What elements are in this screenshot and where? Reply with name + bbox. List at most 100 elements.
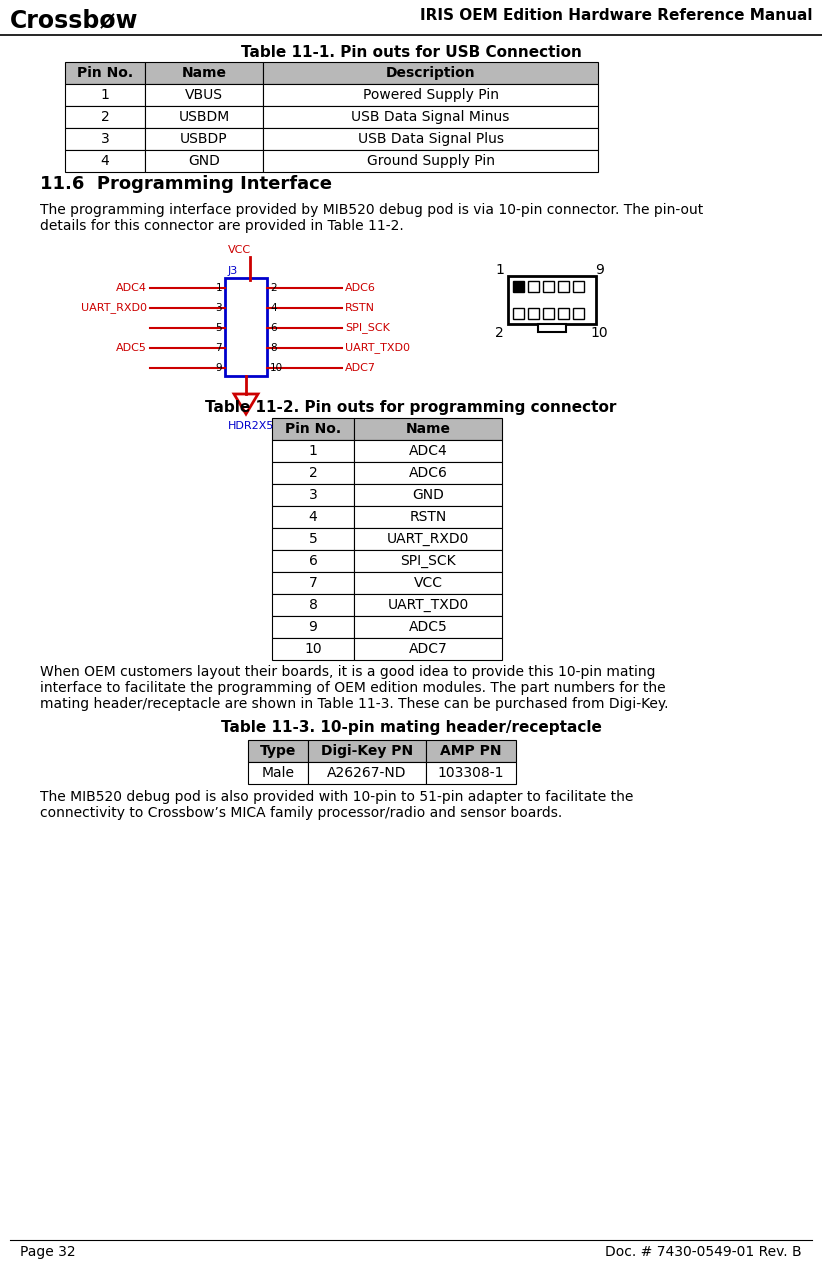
- Bar: [354, 462, 502, 484]
- Text: Name: Name: [182, 66, 227, 80]
- Text: IRIS OEM Edition Hardware Reference Manual: IRIS OEM Edition Hardware Reference Manu…: [419, 8, 812, 23]
- Text: ADC7: ADC7: [409, 642, 447, 656]
- Bar: [354, 527, 502, 550]
- Text: UART_RXD0: UART_RXD0: [387, 533, 469, 547]
- Bar: [272, 617, 354, 638]
- Text: USB Data Signal Plus: USB Data Signal Plus: [358, 132, 504, 147]
- Text: Name: Name: [405, 422, 450, 436]
- Text: 9: 9: [595, 262, 604, 276]
- Bar: [543, 308, 554, 318]
- Text: HDR2X5: HDR2X5: [228, 420, 275, 431]
- Text: Description: Description: [386, 66, 475, 80]
- Text: When OEM customers layout their boards, it is a good idea to provide this 10-pin: When OEM customers layout their boards, …: [40, 665, 655, 679]
- Text: 1: 1: [100, 88, 109, 102]
- Text: 3: 3: [308, 488, 317, 502]
- Bar: [543, 282, 554, 292]
- Bar: [354, 572, 502, 594]
- Text: 2: 2: [100, 110, 109, 124]
- Text: VCC: VCC: [228, 245, 252, 255]
- Bar: [145, 106, 263, 127]
- Bar: [354, 440, 502, 462]
- Text: J3: J3: [228, 266, 238, 276]
- Bar: [573, 308, 584, 318]
- Text: The MIB520 debug pod is also provided with 10-pin to 51-pin adapter to facilitat: The MIB520 debug pod is also provided wi…: [40, 790, 634, 804]
- Bar: [65, 84, 145, 106]
- Text: 3: 3: [100, 132, 109, 147]
- Text: 7: 7: [308, 576, 317, 590]
- Bar: [528, 282, 539, 292]
- Text: 4: 4: [100, 154, 109, 168]
- Text: SPI_SCK: SPI_SCK: [345, 322, 390, 334]
- Bar: [145, 84, 263, 106]
- Text: The programming interface provided by MIB520 debug pod is via 10-pin connector. : The programming interface provided by MI…: [40, 203, 704, 217]
- Bar: [573, 282, 584, 292]
- Bar: [65, 127, 145, 150]
- Text: interface to facilitate the programming of OEM edition modules. The part numbers: interface to facilitate the programming …: [40, 682, 666, 696]
- Text: 10: 10: [304, 642, 321, 656]
- Bar: [308, 740, 426, 762]
- Bar: [354, 594, 502, 617]
- Bar: [263, 84, 598, 106]
- Text: Type: Type: [260, 744, 296, 758]
- Bar: [263, 127, 598, 150]
- Bar: [65, 150, 145, 172]
- Bar: [272, 462, 354, 484]
- Bar: [248, 762, 308, 784]
- Bar: [354, 550, 502, 572]
- Text: Male: Male: [261, 766, 294, 780]
- Text: Digi-Key PN: Digi-Key PN: [321, 744, 413, 758]
- Text: Doc. # 7430-0549-01 Rev. B: Doc. # 7430-0549-01 Rev. B: [605, 1245, 802, 1259]
- Bar: [263, 62, 598, 84]
- Text: Table 11-1. Pin outs for USB Connection: Table 11-1. Pin outs for USB Connection: [241, 45, 581, 60]
- Bar: [248, 740, 308, 762]
- Bar: [272, 572, 354, 594]
- Text: 10: 10: [270, 363, 283, 373]
- Text: 2: 2: [495, 326, 504, 340]
- Text: USBDP: USBDP: [180, 132, 228, 147]
- Bar: [508, 276, 596, 324]
- Text: UART_TXD0: UART_TXD0: [387, 598, 469, 612]
- Text: ADC5: ADC5: [116, 343, 147, 353]
- Text: 1: 1: [308, 445, 317, 457]
- Bar: [272, 440, 354, 462]
- Bar: [145, 150, 263, 172]
- Bar: [263, 106, 598, 127]
- Bar: [354, 638, 502, 660]
- Bar: [354, 506, 502, 527]
- Text: 2: 2: [270, 283, 277, 293]
- Text: 5: 5: [308, 533, 317, 547]
- Text: Page 32: Page 32: [20, 1245, 76, 1259]
- Text: USB Data Signal Minus: USB Data Signal Minus: [351, 110, 510, 124]
- Text: Crossbøw: Crossbøw: [10, 8, 138, 32]
- Text: GND: GND: [412, 488, 444, 502]
- Text: UART_RXD0: UART_RXD0: [81, 302, 147, 313]
- Bar: [558, 282, 569, 292]
- Bar: [272, 638, 354, 660]
- Text: Table 11-3. 10-pin mating header/receptacle: Table 11-3. 10-pin mating header/recepta…: [220, 720, 602, 735]
- Text: Powered Supply Pin: Powered Supply Pin: [363, 88, 498, 102]
- Text: SPI_SCK: SPI_SCK: [400, 554, 456, 568]
- Text: USBDM: USBDM: [178, 110, 229, 124]
- Text: connectivity to Crossbow’s MICA family processor/radio and sensor boards.: connectivity to Crossbow’s MICA family p…: [40, 806, 562, 820]
- Bar: [308, 762, 426, 784]
- Bar: [263, 150, 598, 172]
- Text: mating header/receptacle are shown in Table 11-3. These can be purchased from Di: mating header/receptacle are shown in Ta…: [40, 697, 668, 711]
- Text: 9: 9: [308, 620, 317, 634]
- Bar: [426, 740, 516, 762]
- Bar: [145, 62, 263, 84]
- Bar: [272, 527, 354, 550]
- Text: ADC4: ADC4: [409, 445, 447, 457]
- Bar: [272, 418, 354, 440]
- Text: Pin No.: Pin No.: [77, 66, 133, 80]
- Text: A26267-ND: A26267-ND: [327, 766, 407, 780]
- Bar: [65, 62, 145, 84]
- Bar: [513, 308, 524, 318]
- Text: 5: 5: [215, 324, 222, 333]
- Text: 4: 4: [270, 303, 277, 313]
- Text: GND: GND: [188, 154, 220, 168]
- Text: 8: 8: [270, 343, 277, 353]
- Text: RSTN: RSTN: [345, 303, 375, 313]
- Text: 4: 4: [308, 510, 317, 524]
- Text: 8: 8: [308, 598, 317, 612]
- Text: 1: 1: [215, 283, 222, 293]
